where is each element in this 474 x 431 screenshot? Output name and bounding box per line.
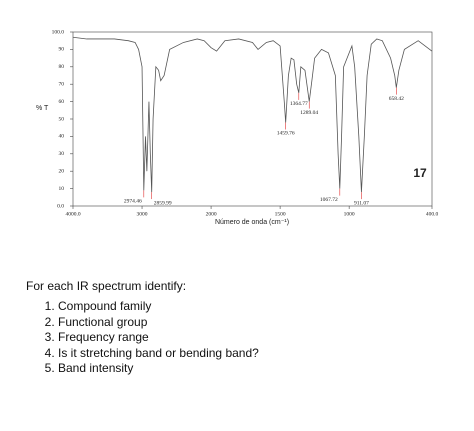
y-tick-label: 70: [59, 81, 65, 87]
y-tick-label: 100.0: [52, 29, 65, 35]
y-tick-label: 10: [59, 186, 65, 192]
peak-label: 1459.76: [277, 131, 295, 137]
y-tick-label: 80: [59, 64, 65, 70]
list-item: Frequency range: [58, 330, 259, 346]
peak-label: 911.07: [354, 200, 369, 206]
x-tick-label: 400.0: [426, 211, 439, 217]
spectrum-line: [72, 36, 433, 193]
plot-frame: [72, 31, 433, 207]
y-tick-label: 30: [59, 151, 65, 157]
x-tick-label: 3000: [137, 211, 148, 217]
y-tick-label: 60: [59, 99, 65, 105]
x-tick-label: 2000: [206, 211, 217, 217]
x-tick-label: 1500: [275, 211, 286, 217]
y-tick-label: 40: [59, 134, 65, 140]
instructions: For each IR spectrum identify: Compound …: [26, 279, 259, 377]
item-list: Compound familyFunctional groupFrequency…: [26, 299, 259, 377]
peak-label: 2859.99: [154, 200, 172, 206]
x-axis-label: Número de onda (cm⁻¹): [215, 219, 289, 226]
peak-label: 2974.46: [124, 199, 142, 205]
y-tick-label: 0.0: [57, 203, 64, 209]
peak-label: 658.42: [389, 96, 404, 102]
chart: % T Número de onda (cm⁻¹) 17 0.0 10 20 30 40…: [36, 29, 439, 226]
y-tick-label: 50: [59, 116, 65, 122]
peak-label: 1067.72: [320, 197, 338, 203]
heading: For each IR spectrum identify:: [26, 279, 187, 293]
x-tick-label: 1000: [344, 211, 355, 217]
list-item: Compound family: [58, 299, 259, 315]
peak-label: 1289.04: [300, 110, 318, 116]
list-item: Band intensity: [58, 361, 259, 377]
y-tick-label: 20: [59, 168, 65, 174]
list-item: Is it stretching band or bending band?: [58, 346, 259, 362]
x-tick-label: 4000.0: [65, 211, 80, 217]
list-item: Functional group: [58, 315, 259, 331]
y-tick-label: 90: [59, 47, 65, 53]
y-axis-label: % T: [36, 105, 49, 112]
panel-label: 17: [413, 166, 427, 180]
peak-label: 1364.77: [290, 101, 308, 107]
